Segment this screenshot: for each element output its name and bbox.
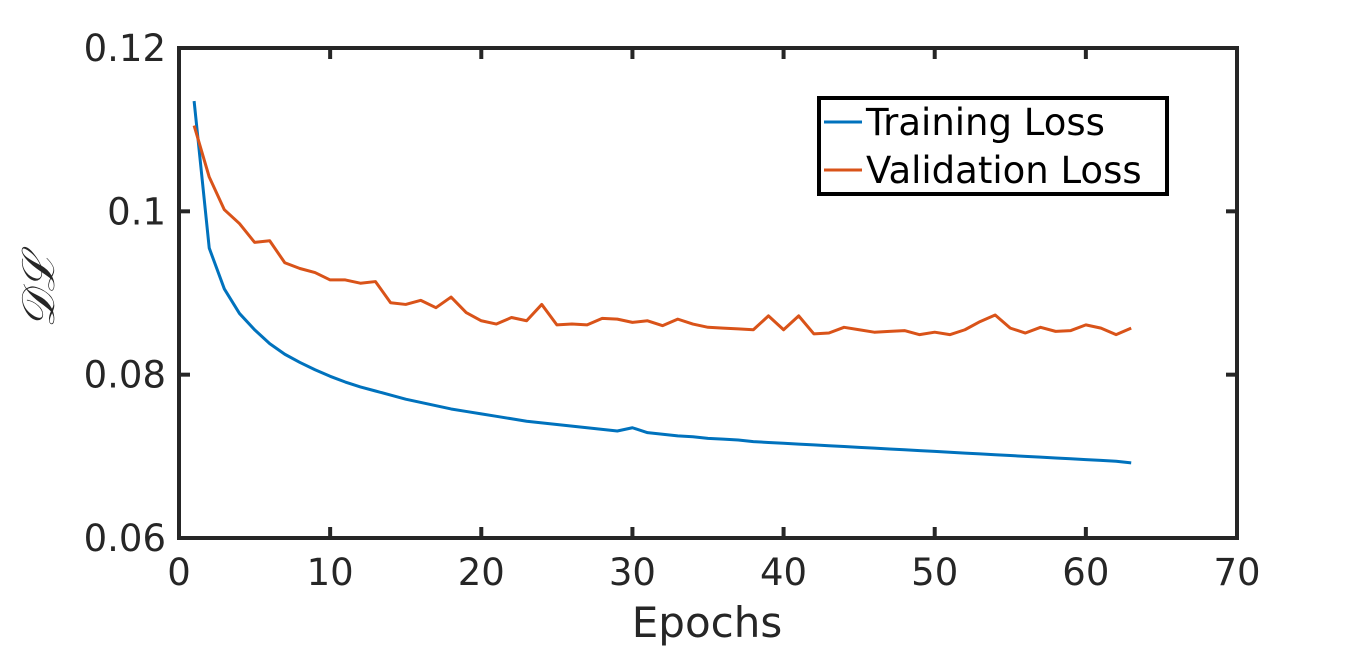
series-line-validation-loss [192, 125, 1132, 337]
y-tick-label: 0.08 [84, 354, 166, 397]
x-axis-label: Epochs [632, 598, 783, 647]
x-tick-label: 50 [911, 551, 958, 594]
legend-box [817, 96, 1169, 196]
legend-label-training: Training Loss [865, 101, 1105, 144]
x-tick-label: 60 [1062, 551, 1109, 594]
x-tick-label: 30 [609, 551, 656, 594]
y-tick-label: 0.12 [84, 27, 166, 70]
legend: Training Loss Validation Loss [817, 96, 1169, 196]
x-tick-label: 20 [458, 551, 505, 594]
x-tick-label: 70 [1213, 551, 1260, 594]
y-tick-label: 0.1 [107, 190, 166, 233]
series-line-training-loss [192, 100, 1132, 465]
y-axis-label: 𝒟ℒ [11, 246, 65, 328]
x-tick-label: 0 [167, 551, 191, 594]
plot-frame [177, 46, 1239, 540]
legend-label-validation: Validation Loss [866, 149, 1142, 192]
series-layer [192, 100, 1132, 465]
x-tick-label: 40 [760, 551, 807, 594]
x-tick-label: 10 [307, 551, 354, 594]
x-tick-labels: 0 10 20 30 40 50 60 70 [167, 551, 1260, 594]
y-tick-label: 0.06 [84, 517, 166, 560]
y-tick-labels: 0.06 0.08 0.1 0.12 [84, 27, 166, 560]
